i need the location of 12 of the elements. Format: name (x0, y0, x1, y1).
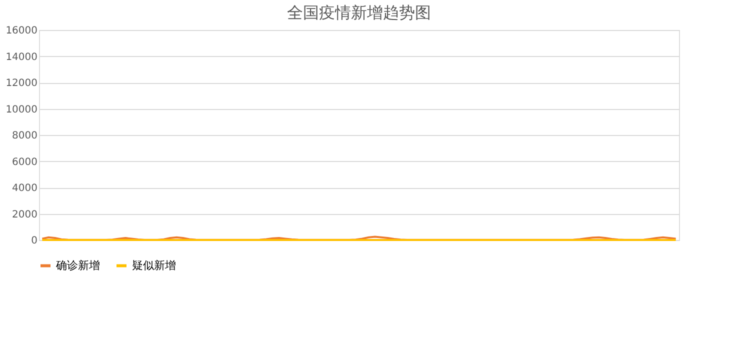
y-tick-label: 6000 (12, 156, 38, 168)
y-tick-label: 12000 (6, 78, 38, 89)
y-tick-label: 2000 (12, 209, 38, 220)
y-tick-label: 10000 (6, 104, 38, 116)
chart-title: 全国疫情新增趋势图 (287, 3, 431, 22)
y-tick-label: 8000 (12, 130, 38, 142)
legend-label: 疑似新增 (132, 258, 176, 272)
y-tick-label: 14000 (6, 52, 38, 63)
legend-label: 确诊新增 (55, 258, 100, 272)
y-tick-label: 4000 (12, 183, 38, 194)
y-tick-label: 16000 (6, 26, 38, 36)
y-tick-label: 0 (31, 236, 38, 246)
